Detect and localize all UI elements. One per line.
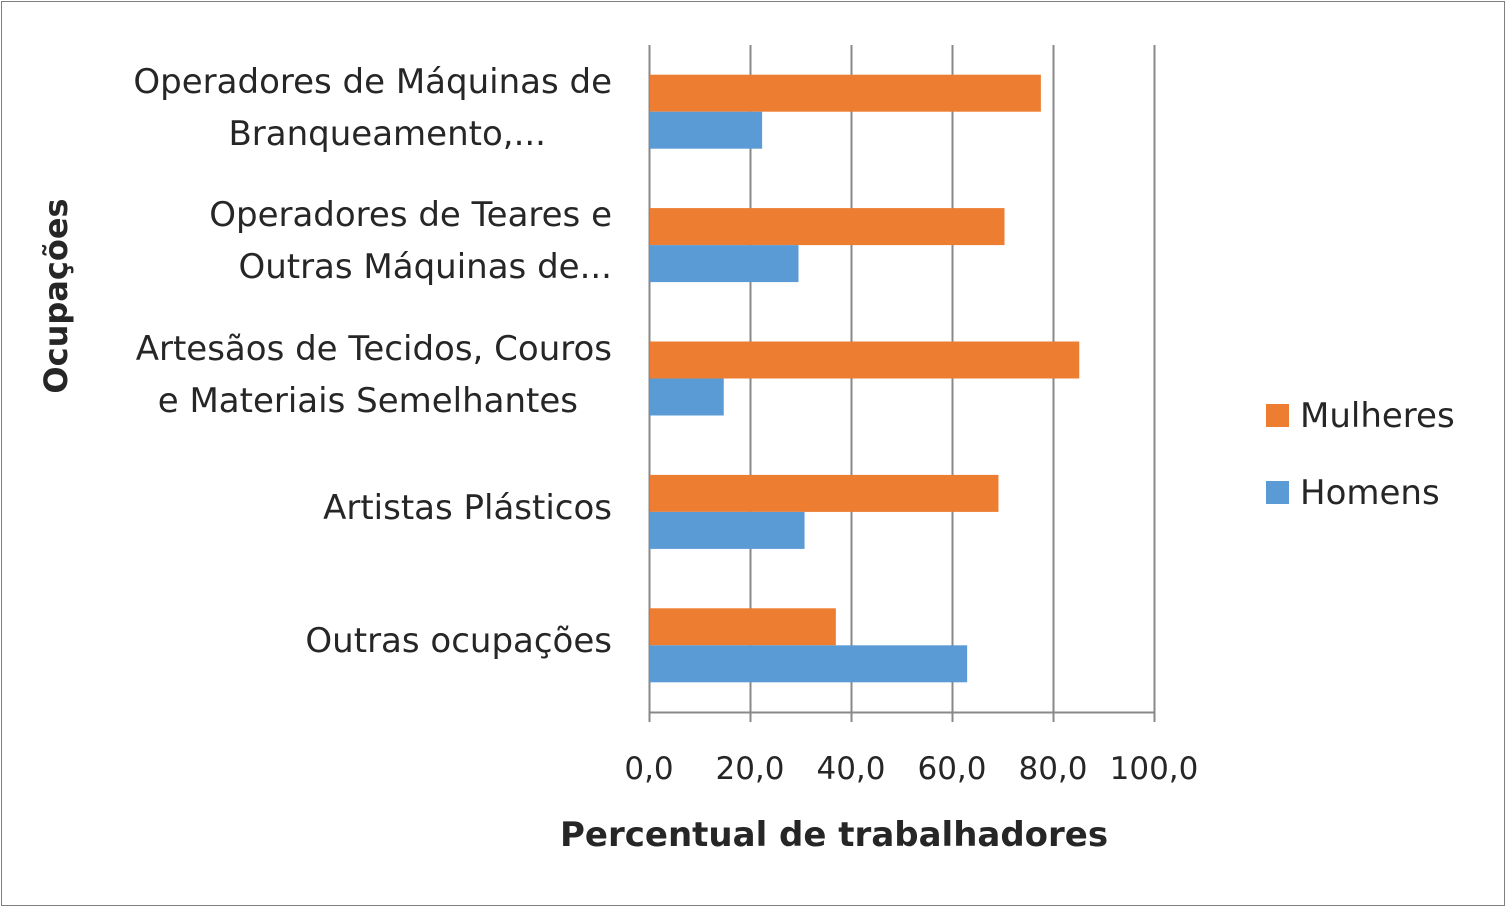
- category-label: Artistas Plásticos: [323, 487, 612, 528]
- x-tick-label: 40,0: [816, 751, 886, 787]
- y-axis-title: Ocupações: [37, 198, 75, 394]
- legend-label-homens: Homens: [1300, 473, 1440, 513]
- legend-item-mulheres: Mulheres: [1266, 396, 1508, 436]
- legend-swatch-mulheres: [1266, 404, 1289, 427]
- x-tick-label: 100,0: [1109, 751, 1199, 787]
- category-label: e Materiais Semelhantes: [157, 380, 578, 421]
- x-axis-title: Percentual de trabalhadores: [560, 815, 1109, 855]
- bar-homens-2: [650, 378, 724, 416]
- bar-homens-1: [650, 245, 799, 283]
- bar-mulheres-3: [650, 474, 999, 512]
- x-tick-label: 20,0: [715, 751, 785, 787]
- category-label: Operadores de Teares e: [209, 195, 612, 236]
- category-label: Outras Máquinas de...: [238, 247, 612, 288]
- category-label: Artesãos de Tecidos, Couros: [135, 328, 612, 369]
- bar-homens-0: [650, 111, 763, 149]
- category-label: Operadores de Máquinas de: [133, 61, 612, 102]
- category-label: Outras ocupações: [305, 621, 612, 662]
- x-tick-label: 60,0: [917, 751, 987, 787]
- x-tick-label: 0,0: [624, 751, 674, 787]
- bar-homens-4: [650, 645, 968, 683]
- category-label: Branqueamento,...: [228, 113, 546, 154]
- legend-item-homens: Homens: [1266, 473, 1508, 513]
- bar-mulheres-0: [650, 74, 1041, 112]
- bar-mulheres-1: [650, 208, 1005, 246]
- legend-label-mulheres: Mulheres: [1300, 396, 1455, 436]
- bar-mulheres-2: [650, 341, 1080, 379]
- bar-homens-3: [650, 511, 805, 549]
- bar-mulheres-4: [650, 608, 836, 646]
- x-tick-label: 80,0: [1018, 751, 1088, 787]
- legend-swatch-homens: [1266, 481, 1289, 504]
